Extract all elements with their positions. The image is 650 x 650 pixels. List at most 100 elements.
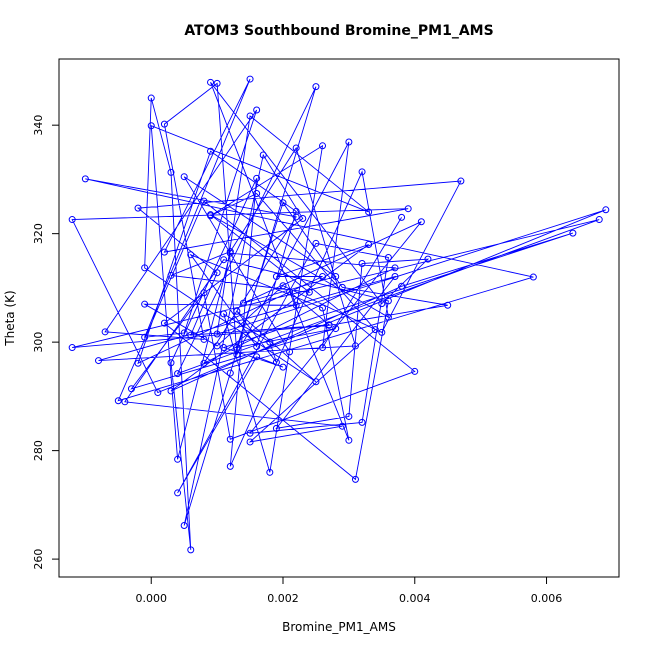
data-point [272,424,280,432]
data-point [134,359,142,367]
data-point [595,216,603,224]
data-point [95,357,103,365]
x-axis-label: Bromine_PM1_AMS [282,620,396,634]
x-axis: 0.000 0.002 0.004 0.006 [135,576,563,605]
data-point [233,351,241,359]
data-point [569,229,577,237]
data-point [154,389,162,397]
x-tick-label: 0.004 [399,592,431,605]
data-point [378,328,386,336]
data-point [200,197,208,205]
data-point [529,273,537,281]
y-tick-label: 340 [32,115,45,136]
data-point [384,297,392,305]
data-point [351,475,359,483]
data-point [207,211,215,219]
data-point [246,429,254,437]
data-point [378,300,386,308]
data-point [226,462,234,470]
data-point [68,216,76,224]
data-point [312,83,320,91]
data-point [391,264,399,272]
data-point [253,174,261,182]
data-point [246,75,254,83]
data-point [253,106,261,114]
data-point [332,273,340,281]
data-point [160,248,168,256]
data-point [220,344,228,352]
data-point [286,288,294,296]
data-point [141,264,149,272]
data-point [200,289,208,297]
data-point [371,326,379,334]
data-point [358,168,366,176]
data-point [279,199,287,207]
data-point [81,175,89,183]
data-point [246,112,254,120]
data-point [167,387,175,395]
data-point [147,122,155,130]
data-point [292,213,300,221]
data-point [424,255,432,263]
data-point [68,344,76,352]
data-point [417,218,425,226]
data-point [319,304,327,312]
data-point [305,288,313,296]
data-point [226,369,234,377]
x-tick-label: 0.006 [531,592,563,605]
data-point [174,489,182,497]
data-point [233,307,241,315]
data-point [384,254,392,262]
data-point [319,273,327,281]
data-point [226,248,234,256]
data-point [187,251,195,259]
y-tick-label: 280 [32,440,45,461]
data-point [174,455,182,463]
data-point [602,206,610,214]
chart-title: ATOM3 Southbound Bromine_PM1_AMS [184,23,493,39]
data-point [200,335,208,343]
x-tick-label: 0.000 [135,592,167,605]
data-point [253,190,261,198]
data-point [187,546,195,554]
series-layer [68,75,610,554]
data-point [180,521,188,529]
y-tick-label: 320 [32,223,45,244]
data-point [358,418,366,426]
data-point [207,78,215,86]
data-point [279,282,287,290]
data-point [365,241,373,248]
data-point [114,397,122,405]
data-point [141,333,149,341]
data-point [312,239,320,247]
data-point [160,120,168,128]
y-axis-label: Theta (K) [3,290,17,346]
data-point [391,273,399,281]
data-point [272,358,280,366]
data-point [338,422,346,430]
data-point [147,94,155,102]
data-point [272,273,280,281]
data-point [213,269,221,277]
data-point [101,328,109,336]
data-point [180,173,188,181]
data-point [213,79,221,87]
data-point [167,168,175,176]
data-point [121,398,129,406]
data-point [286,348,294,356]
y-axis: 260 280 300 320 340 [32,115,60,570]
data-point [345,436,353,444]
data-point [246,438,254,446]
data-point [167,359,175,367]
data-point [345,412,353,420]
data-point [127,385,135,393]
data-point [365,208,373,216]
data-point [411,367,419,375]
data-point [220,256,228,264]
data-point [253,342,261,350]
data-point [332,325,340,333]
data-point [141,300,149,308]
data-point [404,205,412,213]
data-point [319,344,327,352]
